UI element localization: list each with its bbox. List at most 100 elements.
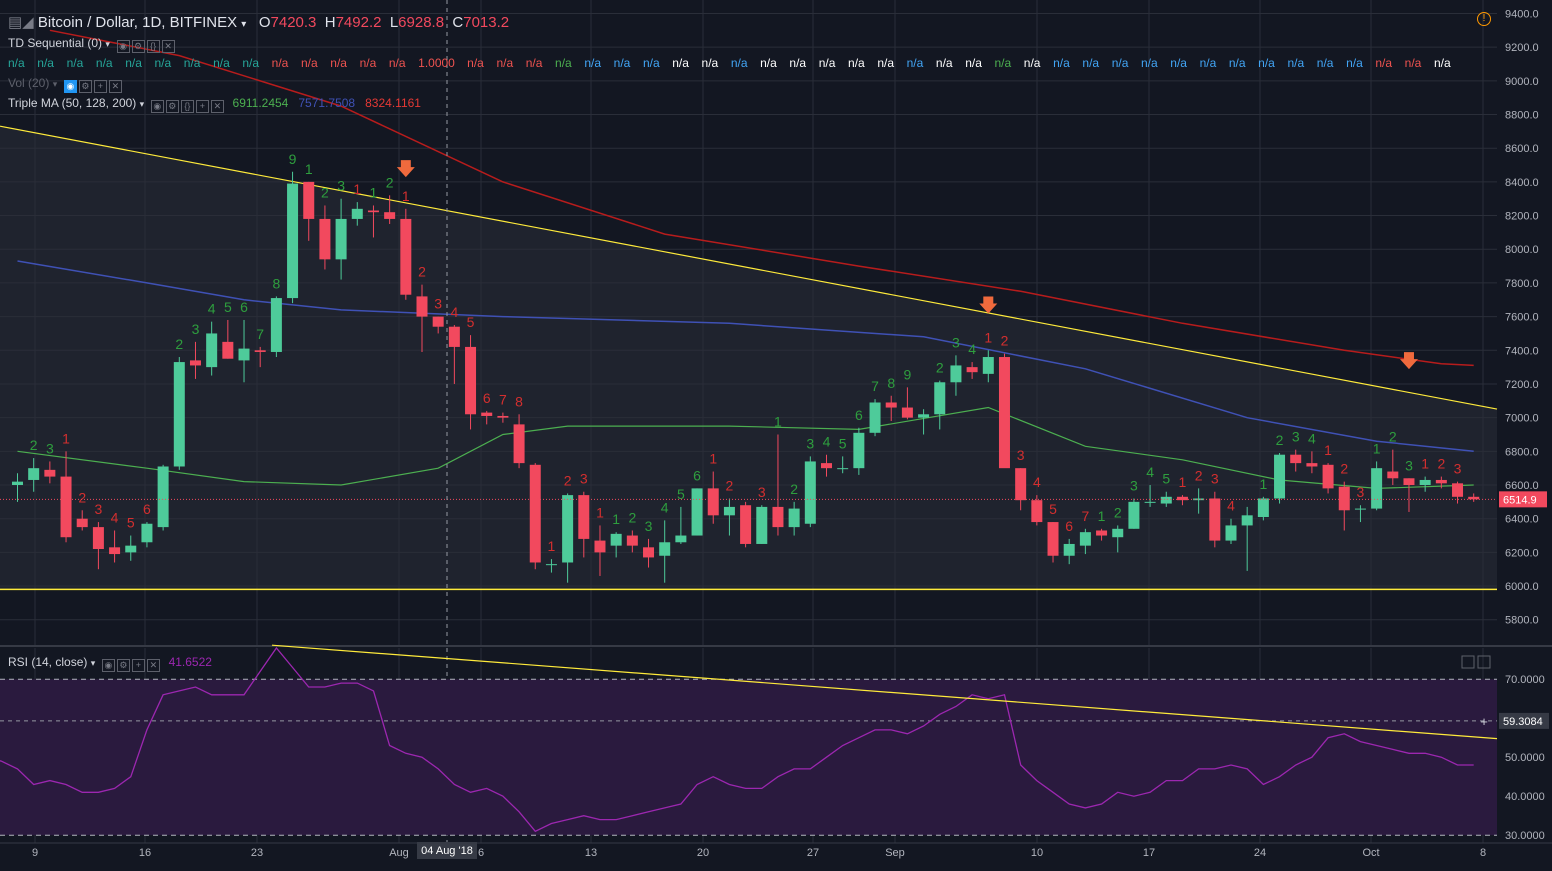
menu-icon[interactable]: ▤◢ [8,14,34,31]
td-value: n/a [467,56,484,70]
candle-body [44,469,56,477]
braces-icon[interactable]: {} [180,100,194,113]
rsi-line [0,646,1474,833]
td-count-label: 2 [936,360,944,376]
time-tick-label: 9 [32,847,38,859]
candle-body [1354,508,1366,510]
ma50-line [17,406,1474,490]
symbol-header[interactable]: ▤◢ Bitcoin / Dollar, 1D, BITFINEX ▾ O742… [8,13,509,31]
td-count-label: 6 [1065,518,1073,534]
price-tick-label: 6800.0 [1505,446,1539,458]
td-count-label: 3 [758,484,766,500]
eye-icon[interactable]: ◉ [150,100,164,113]
low-label: L [389,14,399,31]
td-count-label: 4 [823,434,831,450]
td-sequential-row[interactable]: TD Sequential (0) ▾ ◉ ⚙{} ✕ [8,36,177,53]
td-count-label: 1 [984,329,992,345]
td-value: n/a [183,56,201,70]
td-sequential-label[interactable]: TD Sequential (0) [8,36,103,50]
time-tick-label: 10 [1031,847,1043,859]
candle-body [254,350,266,352]
rsi-row[interactable]: RSI (14, close) ▾ ◉ ⚙ + ✕ 41.6522 [8,655,212,672]
crosshair-tag [1499,712,1549,729]
candle-body [610,533,622,546]
volume-row[interactable]: Vol (20) ▾ ◉ ⚙ + ✕ [8,76,124,93]
candle-body [950,365,962,383]
candle-body [1096,530,1108,536]
triple-ma-row[interactable]: Triple MA (50, 128, 200) ▾ ◉ ⚙{} + ✕ 6911.2… [8,96,421,113]
plus-icon[interactable]: + [195,100,209,113]
chevron-down-icon[interactable]: ▾ [90,658,96,668]
candle-body [821,463,832,469]
td-value: n/a [37,56,54,70]
td-count-label: 6 [855,407,863,423]
td-count-label: 2 [321,184,329,200]
price-tick-label: 7200.0 [1505,379,1539,391]
td-value: n/a [1433,56,1451,70]
eye-icon[interactable]: ◉ [101,659,115,672]
td-count-label: 3 [1357,484,1365,500]
ma128-value: 7571.7508 [298,96,356,110]
chevron-down-icon[interactable]: ▾ [241,19,247,30]
gear-icon[interactable]: ⚙ [78,80,92,93]
plus-icon[interactable]: + [131,659,145,672]
gear-icon[interactable]: ⚙ [165,100,179,113]
price-tick-label: 6000.0 [1505,581,1539,593]
td-count-label: 3 [645,518,653,534]
candle-body [918,414,930,418]
candle-body [1031,500,1043,523]
td-count-label: 1 [774,413,782,429]
crosshair-value-label: 59.3084 [1503,716,1543,728]
candle-body [626,535,638,546]
rsi-tick-label: 50.0000 [1505,752,1545,764]
td-count-label: 2 [30,437,38,453]
price-tick-label: 9200.0 [1505,42,1539,54]
td-value: n/a [613,56,631,70]
td-count-label: 4 [208,301,216,317]
close-icon[interactable]: ✕ [210,100,224,113]
td-count-label: 8 [272,275,280,291]
sell-arrow-icon [979,296,998,314]
rsi-label[interactable]: RSI (14, close) [8,655,88,669]
chevron-down-icon[interactable]: ▾ [139,99,145,109]
candle-body [1468,496,1480,500]
braces-icon[interactable]: {} [146,40,160,53]
td-count-label: 1 [1324,442,1332,458]
triple-ma-label[interactable]: Triple MA (50, 128, 200) [8,96,137,110]
eye-icon[interactable]: ◉ [116,40,130,53]
plus-icon[interactable]: + [93,80,107,93]
sell-arrow-icon [396,160,415,178]
close-icon[interactable]: ✕ [161,40,175,53]
gear-icon[interactable]: ⚙ [131,40,145,53]
td-count-label: 9 [904,366,912,382]
td-count-label: 5 [127,515,135,531]
gear-icon[interactable]: ⚙ [116,659,130,672]
td-value: n/a [1170,56,1187,70]
volume-label[interactable]: Vol (20) [8,76,50,90]
chevron-down-icon[interactable]: ▾ [105,39,110,49]
time-cursor-label: 04 Aug '18 [421,845,473,857]
td-count-label: 4 [1146,464,1154,480]
td-count-label: 3 [1292,429,1300,445]
alert-icon[interactable]: ! [1477,12,1491,26]
price-tick-label: 8800.0 [1505,110,1539,122]
td-value: n/a [125,56,142,70]
candle-body [1322,464,1334,489]
open-value: 7420.3 [270,14,317,31]
candle-body [545,564,557,566]
eye-icon[interactable]: ◉ [63,80,77,93]
td-value: n/a [1404,56,1422,70]
candle-body [125,545,137,553]
chevron-down-icon[interactable]: ▾ [52,79,58,89]
close-icon[interactable]: ✕ [146,659,160,672]
symbol-title[interactable]: Bitcoin / Dollar, 1D, BITFINEX [37,14,238,31]
td-value: n/a [1346,56,1363,70]
close-icon[interactable]: ✕ [108,80,122,93]
time-tick-label: 27 [807,847,819,859]
candle-body [60,476,72,538]
low-value: 6928.8 [398,14,445,31]
price-tick-label: 7800.0 [1505,278,1539,290]
candle-body [206,333,218,368]
